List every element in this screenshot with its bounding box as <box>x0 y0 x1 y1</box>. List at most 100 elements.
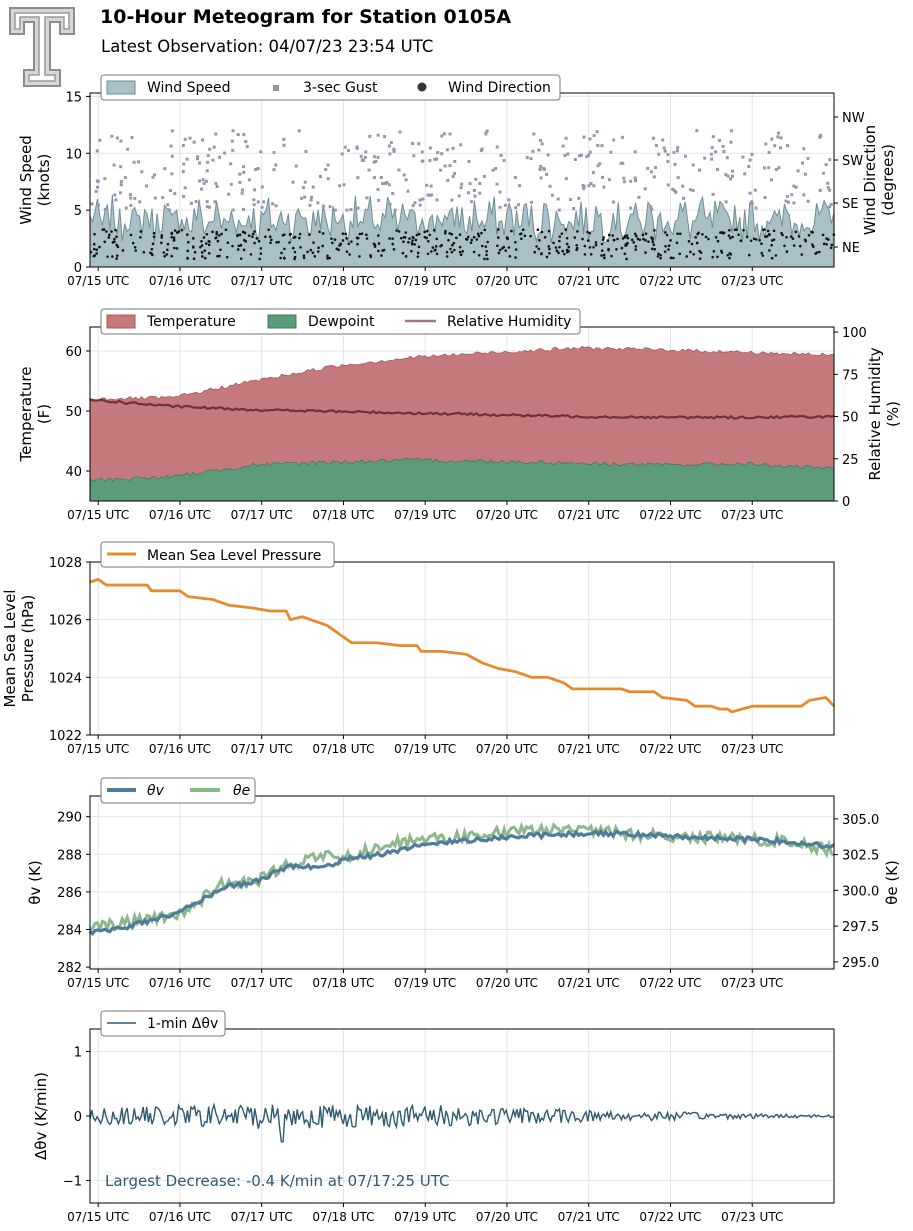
dtheta-x-tick-label: 07/17 UTC <box>231 1210 293 1224</box>
wind-gust-marker <box>173 192 177 196</box>
wind-direction-point <box>589 252 593 256</box>
wind-direction-point <box>601 238 605 241</box>
wind-direction-point <box>678 232 682 236</box>
wind-direction-point <box>469 241 473 245</box>
wind-direction-point <box>239 257 243 260</box>
wind-gust-marker <box>714 150 718 154</box>
wind-gust-marker <box>621 161 625 165</box>
wind-gust-marker <box>445 148 449 152</box>
wind-gust-marker <box>633 176 637 180</box>
wind-direction-point <box>172 236 176 240</box>
pres-legend-label: Mean Sea Level Pressure <box>147 548 321 564</box>
wind-direction-point <box>391 242 395 246</box>
wind-direction-point <box>510 229 513 233</box>
wind-direction-point <box>408 237 411 240</box>
wind-gust-marker <box>346 148 350 152</box>
wind-gust-marker <box>691 163 695 167</box>
wind-gust-marker <box>790 193 794 197</box>
wind-gust-marker <box>469 200 473 204</box>
wind-direction-point <box>821 233 825 237</box>
wind-direction-point <box>162 251 166 254</box>
wind-direction-point <box>298 232 302 236</box>
temp-y2-tick-label: 100 <box>842 326 867 341</box>
wind-gust-marker <box>460 182 464 186</box>
wind-x-tick-label: 07/18 UTC <box>312 274 374 288</box>
wind-gust-marker <box>595 130 599 134</box>
wind-direction-point <box>625 234 629 237</box>
wind-direction-point <box>277 240 280 244</box>
wind-direction-point <box>289 232 293 236</box>
wind-direction-point <box>372 242 376 246</box>
wind-gust-marker <box>393 208 397 212</box>
wind-direction-point <box>270 238 273 242</box>
wind-gust-marker <box>729 140 733 144</box>
wind-direction-point <box>452 241 456 245</box>
wind-gust-marker <box>770 137 774 141</box>
wind-direction-point <box>480 231 483 235</box>
wind-direction-point <box>520 237 523 241</box>
wind-gust-marker <box>582 135 586 139</box>
dewpoint-area <box>89 457 835 502</box>
wind-gust-marker <box>459 186 463 190</box>
wind-speed-line <box>89 194 835 243</box>
wind-gust-marker <box>774 167 778 171</box>
wind-direction-point <box>586 239 590 242</box>
wind-direction-point <box>761 254 765 257</box>
wind-direction-point <box>95 252 98 255</box>
wind-gust-marker <box>721 144 725 148</box>
wind-direction-point <box>224 228 228 232</box>
wind-direction-point <box>728 251 732 255</box>
wind-direction-point <box>160 234 164 237</box>
wind-gust-marker <box>777 131 781 135</box>
wind-direction-point <box>829 246 833 250</box>
wind-direction-point <box>486 257 489 261</box>
wind-gust-marker <box>457 194 461 198</box>
delta-theta-panel: 07/15 UTC 07/16 UTC 07/17 UTC 07/18 UTC 07/1… <box>32 1010 835 1224</box>
wind-direction-point <box>727 234 731 237</box>
wind-direction-point <box>558 245 561 249</box>
wind-gust-marker <box>90 202 94 206</box>
wind-direction-point <box>444 229 447 233</box>
wind-gust-marker <box>729 129 733 133</box>
wind-direction-point <box>485 253 488 257</box>
wind-direction-point <box>399 236 403 240</box>
wind-direction-point <box>236 248 240 251</box>
wind-direction-point <box>328 256 331 260</box>
wind-direction-point <box>667 248 670 251</box>
wind-gust-marker <box>368 134 372 138</box>
wind-direction-point <box>472 235 476 239</box>
wind-gust-marker <box>453 171 457 175</box>
wind-direction-point <box>98 245 101 249</box>
wind-direction-point <box>634 245 638 248</box>
wind-gust-marker <box>482 174 486 178</box>
wind-gust-marker <box>430 193 434 197</box>
wind-gust-marker <box>468 182 472 186</box>
wind-gust-marker <box>153 173 157 177</box>
wind-gust-marker <box>113 193 117 197</box>
wind-direction-point <box>749 239 753 243</box>
wind-direction-point <box>92 254 96 258</box>
figure-subtitle: Latest Observation: 04/07/23 23:54 UTC <box>101 37 433 56</box>
wind-direction-point <box>450 232 454 236</box>
wind-direction-point <box>447 238 450 242</box>
wind-direction-point <box>255 237 259 240</box>
wind-y2-tick-label: NE <box>842 241 860 256</box>
wind-gust-marker <box>207 205 211 209</box>
wind-x-tick-label: 07/22 UTC <box>639 274 701 288</box>
wind-gust-marker <box>374 159 378 163</box>
wind-direction-point <box>797 235 801 238</box>
wind-direction-point <box>800 253 804 256</box>
wind-direction-point <box>217 234 221 237</box>
wind-gust-marker <box>388 202 392 206</box>
wind-direction-point <box>344 232 348 236</box>
wind-gust-marker <box>181 143 185 147</box>
wind-gust-marker <box>119 165 123 169</box>
wind-gust-marker <box>579 153 583 157</box>
wind-y2-tick-label: SW <box>842 154 863 169</box>
wind-gust-marker <box>777 166 781 170</box>
wind-gust-marker <box>241 207 245 211</box>
wind-direction-point <box>316 250 320 253</box>
wind-direction-point <box>737 233 740 236</box>
wind-direction-point <box>218 254 221 258</box>
wind-direction-point <box>633 232 637 236</box>
